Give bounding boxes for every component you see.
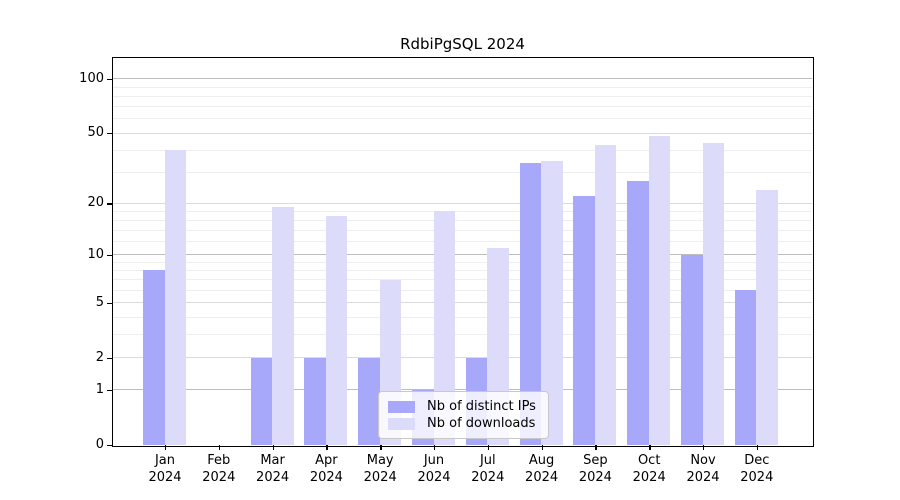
x-tick-mark [649,445,651,450]
y-tick-mark [107,133,112,135]
x-tick-label-feb: Feb 2024 [202,453,236,485]
gridline-minor [112,334,812,336]
legend-swatch-downloads [388,417,415,430]
y-tick-mark [107,444,112,446]
x-tick-label-sep: Sep 2024 [578,453,612,485]
gridline-minor [112,261,812,263]
x-tick-mark [272,445,274,450]
x-tick-mark [434,445,436,450]
plot-area [111,56,814,447]
y-tick-mark [107,389,112,391]
chart-title: RdbiPgSQL 2024 [400,35,525,53]
x-tick-label-oct: Oct 2024 [632,453,666,485]
legend-label-downloads: Nb of downloads [427,415,536,431]
gridline-minor [112,210,812,212]
y-tick-label-20: 20 [87,195,104,211]
bar-downloads-oct [648,136,671,445]
y-tick-label-100: 100 [79,70,104,86]
gridline-minor [112,269,812,271]
y-tick-label-2: 2 [95,349,104,365]
bar-distinct-ips-mar [250,357,273,445]
x-tick-label-jan: Jan 2024 [148,453,182,485]
bar-downloads-aug [541,160,563,445]
gridline-minor [112,149,812,151]
y-tick-label-10: 10 [87,246,104,262]
x-tick-label-nov: Nov 2024 [686,453,720,485]
x-tick-label-apr: Apr 2024 [309,453,343,485]
gridline-minor [112,289,812,291]
bar-distinct-ips-jan [143,270,165,445]
legend-item-distinct-ips: Nb of distinct IPs [388,398,539,415]
y-tick-label-0: 0 [95,436,104,452]
gridline-5 [112,302,812,304]
y-tick-label-5: 5 [95,294,104,310]
bar-downloads-apr [325,215,348,445]
x-tick-mark [703,445,705,450]
gridline-50 [112,132,812,134]
bar-distinct-ips-oct [627,180,649,445]
bar-downloads-dec [756,189,778,445]
gridline-20 [112,202,812,204]
x-tick-mark [326,445,328,450]
bar-distinct-ips-aug [519,162,542,445]
legend-item-downloads: Nb of downloads [388,415,539,432]
x-tick-label-dec: Dec 2024 [740,453,774,485]
x-tick-mark [595,445,597,450]
y-tick-mark [107,78,112,81]
bar-downloads-jun [433,211,455,445]
x-tick-mark [380,445,382,450]
legend: Nb of distinct IPs Nb of downloads [378,391,549,439]
x-tick-mark [487,445,490,450]
gridline-minor [112,229,812,231]
gridline-minor [112,106,812,108]
y-tick-mark [107,302,112,304]
x-tick-label-mar: Mar 2024 [256,453,290,485]
gridline-100 [112,78,812,80]
x-tick-label-jun: Jun 2024 [417,453,451,485]
gridline-2 [112,357,812,358]
x-tick-label-jul: Jul 2024 [471,453,505,485]
y-tick-label-1: 1 [95,381,104,397]
y-tick-mark [107,357,112,359]
gridline-minor [112,240,812,242]
bar-downloads-sep [594,144,617,445]
bar-downloads-jan [164,150,186,445]
bar-distinct-ips-sep [573,196,595,445]
legend-label-distinct-ips: Nb of distinct IPs [427,398,536,414]
bar-downloads-mar [272,207,294,445]
gridline-minor [112,95,812,97]
x-tick-mark [756,445,759,450]
gridline-minor [112,219,812,221]
legend-swatch-distinct-ips [388,400,415,413]
x-tick-mark [218,445,221,450]
x-tick-mark [165,445,167,450]
x-tick-label-aug: Aug 2024 [525,453,559,485]
gridline-10 [112,254,812,255]
gridline-minor [112,118,812,120]
y-tick-mark [107,203,112,205]
bar-distinct-ips-nov [681,254,703,445]
bar-downloads-nov [702,143,724,445]
bar-distinct-ips-apr [304,357,326,445]
gridline-minor [112,279,812,281]
bar-distinct-ips-may [358,357,380,445]
y-tick-label-50: 50 [87,125,104,140]
x-tick-label-may: May 2024 [363,453,397,485]
gridline-minor [112,316,812,318]
gridline-minor [112,86,812,88]
plot-inner [112,58,812,445]
bar-distinct-ips-dec [734,290,757,445]
x-tick-mark [541,445,543,450]
gridline-minor [112,172,812,173]
y-tick-mark [107,254,112,256]
gridline-1 [112,389,812,391]
